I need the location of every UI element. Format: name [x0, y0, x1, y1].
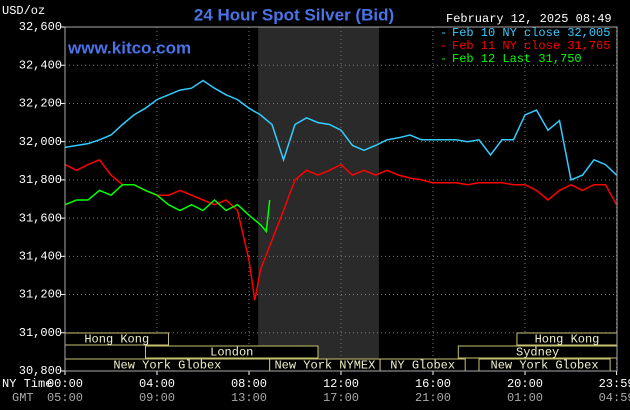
y-tick-label: 32,600 [19, 20, 62, 34]
x2-label: GMT [12, 391, 34, 405]
y-tick-label: 31,200 [19, 288, 62, 302]
y-tick-label: 31,800 [19, 173, 62, 187]
x2-tick-label: 13:00 [231, 391, 267, 405]
x-tick-label: 00:00 [47, 377, 83, 391]
y-tick-label: 31,000 [19, 326, 62, 340]
legend-label: Feb 11 NY close 31,765 [452, 39, 610, 53]
x-tick-label: 23:59 [599, 377, 630, 391]
y-tick-label: 32,200 [19, 97, 62, 111]
x-tick-label: 08:00 [231, 377, 267, 391]
x2-tick-label: 05:00 [47, 391, 83, 405]
x-label: NY Time [2, 377, 52, 391]
timestamp: February 12, 2025 08:49 [446, 12, 612, 26]
x-tick-label: 16:00 [415, 377, 451, 391]
y-tick-label: 31,600 [19, 211, 62, 225]
y-tick-label: 31,400 [19, 250, 62, 264]
x-tick-label: 04:00 [139, 377, 175, 391]
session-label: London [210, 346, 253, 360]
plot-frame [64, 26, 618, 372]
x2-tick-label: 09:00 [139, 391, 175, 405]
legend-marker: - [440, 52, 447, 66]
x2-tick-label: 21:00 [415, 391, 451, 405]
y-unit: USD/oz [2, 4, 45, 18]
x2-tick-label: 04:59 [599, 391, 630, 405]
session-label: New York Globex [113, 359, 221, 373]
y-tick-label: 30,800 [19, 364, 62, 378]
x-tick-label: 12:00 [323, 377, 359, 391]
session-label: Sydney [516, 346, 559, 360]
legend-marker: - [440, 26, 447, 40]
legend-label: Feb 10 NY close 32,005 [452, 26, 610, 40]
session-label: New York Globex [491, 359, 599, 373]
session-label: Hong Kong [84, 333, 149, 347]
session-label: NY Globex [390, 359, 455, 373]
session-label: New York NYMEX [274, 359, 375, 373]
legend-label: Feb 12 Last 31,750 [452, 52, 582, 66]
series-line [64, 79, 618, 181]
chart-title: 24 Hour Spot Silver (Bid) [194, 5, 394, 24]
x2-tick-label: 01:00 [507, 391, 543, 405]
x2-tick-label: 17:00 [323, 391, 359, 405]
x-tick-label: 20:00 [507, 377, 543, 391]
session-label: Hong Kong [535, 333, 600, 347]
series-line [64, 183, 271, 234]
y-tick-label: 32,000 [19, 135, 62, 149]
watermark: www.kitco.com [67, 38, 191, 57]
series-line [64, 158, 618, 301]
session-bar [145, 345, 319, 359]
shaded-band [258, 27, 379, 371]
legend-marker: - [440, 39, 447, 53]
y-tick-label: 32,400 [19, 58, 62, 72]
